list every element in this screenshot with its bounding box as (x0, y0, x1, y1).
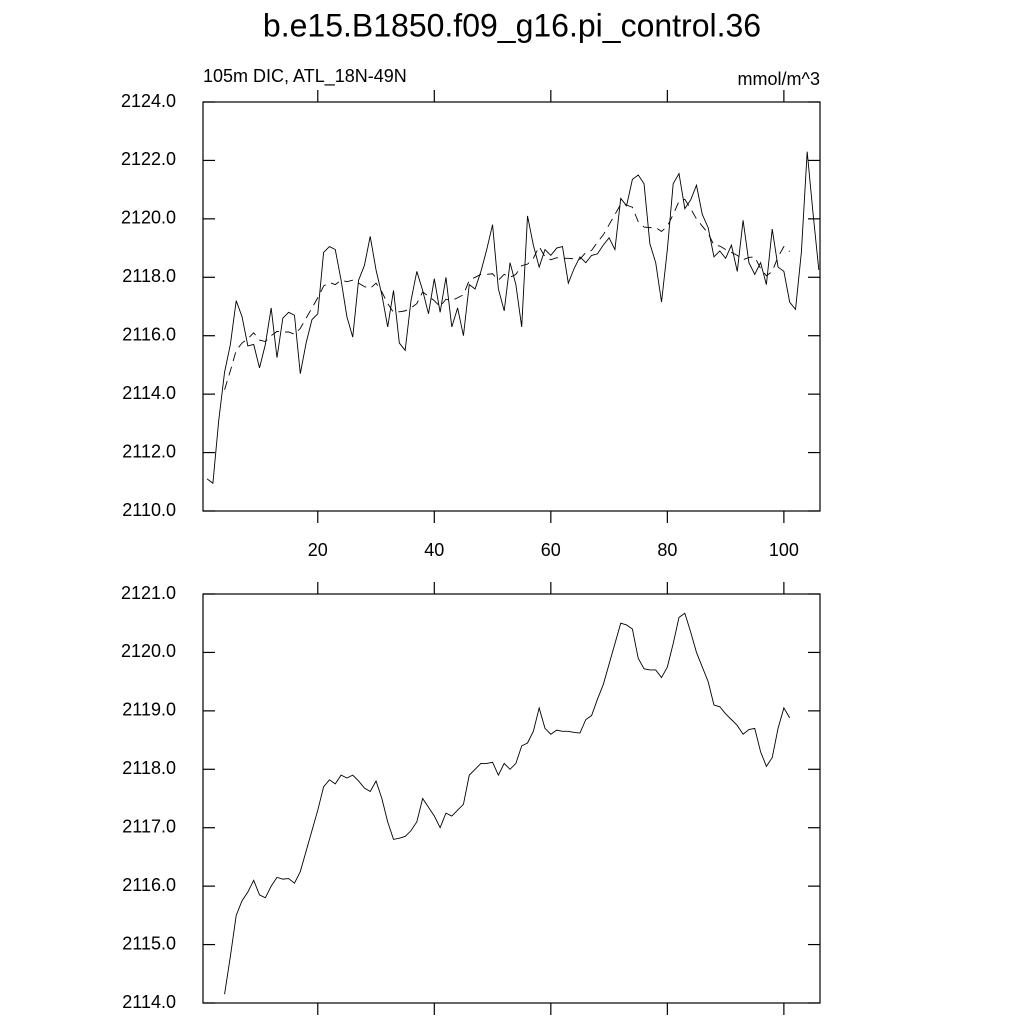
y-tick-label: 2117.0 (122, 816, 176, 836)
y-tick-label: 2112.0 (122, 441, 176, 461)
y-tick-label: 2122.0 (121, 149, 176, 169)
y-tick-label: 2110.0 (122, 500, 176, 520)
plot-frame (202, 593, 821, 1004)
x-tick-label: 60 (541, 540, 561, 560)
x-tick-label: 40 (424, 540, 444, 560)
units-label: mmol/m^3 (738, 69, 820, 89)
data-line (224, 612, 791, 995)
x-tick-label: 20 (308, 540, 328, 560)
y-tick-label: 2116.0 (122, 875, 176, 895)
data-line (206, 151, 820, 485)
y-tick-label: 2118.0 (122, 266, 176, 286)
y-tick-label: 2115.0 (122, 933, 176, 953)
x-tick-label: 100 (769, 540, 799, 560)
running-mean-line (224, 198, 790, 390)
y-tick-label: 2118.0 (122, 758, 176, 778)
y-tick-label: 2116.0 (122, 324, 176, 344)
x-tick-label: 80 (657, 540, 677, 560)
chart-title: b.e15.B1850.f09_g16.pi_control.36 (263, 7, 761, 43)
plot-frame (202, 101, 821, 512)
y-tick-label: 2121.0 (121, 583, 176, 603)
y-tick-label: 2120.0 (121, 641, 176, 661)
y-tick-label: 2124.0 (121, 91, 176, 111)
chart-subtitle: 105m DIC, ATL_18N-49N (203, 66, 407, 87)
y-tick-label: 2114.0 (122, 383, 176, 403)
y-tick-label: 2114.0 (122, 992, 176, 1012)
y-tick-label: 2120.0 (121, 208, 176, 228)
y-tick-label: 2119.0 (122, 700, 176, 720)
